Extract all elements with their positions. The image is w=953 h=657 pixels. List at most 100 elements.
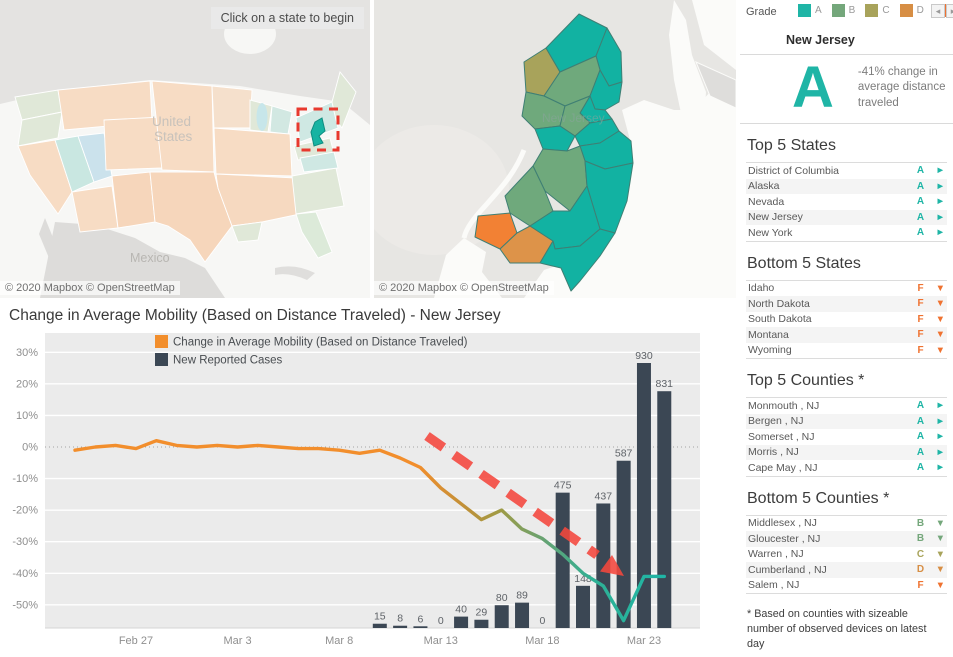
chart-panel: 30% 20% 10% 0% -10% -20% -30% -40% -50% Feb 27 Mar… bbox=[0, 327, 740, 657]
grade-legend-item[interactable]: B bbox=[831, 4, 855, 17]
ranking-name: Montana bbox=[748, 328, 789, 341]
bar-mark[interactable] bbox=[576, 585, 590, 628]
ranking-row[interactable]: Idaho F ▼ bbox=[746, 281, 947, 297]
nj-map-panel: New Jersey © 2020 Mapbox © OpenStreetMap bbox=[374, 0, 736, 298]
chart-legend[interactable]: Change in Average Mobility (Based on Dis… bbox=[155, 335, 468, 367]
trend-right-icon: ► bbox=[935, 446, 945, 458]
ranking-row[interactable]: Wyoming F ▼ bbox=[746, 343, 947, 359]
ranking-row[interactable]: South Dakota F ▼ bbox=[746, 312, 947, 328]
ranking-row[interactable]: Montana F ▼ bbox=[746, 327, 947, 343]
ranking-row[interactable]: Middlesex , NJ B ▼ bbox=[746, 516, 947, 532]
grade-legend-item[interactable]: A bbox=[798, 4, 822, 17]
ranking-name: Cape May , NJ bbox=[748, 461, 818, 474]
baja-peninsula bbox=[39, 218, 70, 282]
ranking-list: Idaho F ▼ North Dakota F ▼ South Dakota F ▼ Monta… bbox=[746, 279, 947, 359]
legend-scroll-left-icon[interactable]: ◂ bbox=[931, 4, 945, 18]
divider bbox=[740, 54, 953, 55]
ranking-grade: F bbox=[917, 344, 924, 356]
ranking-name: New Jersey bbox=[748, 211, 803, 224]
ranking-list: District of Columbia A ► Alaska A ► Nevada A ► Ne… bbox=[746, 162, 947, 242]
trend-down-icon: ▼ bbox=[935, 298, 945, 310]
grade-swatch-icon bbox=[865, 4, 879, 17]
bar-mark[interactable] bbox=[636, 363, 651, 628]
ranking-row[interactable]: Alaska A ► bbox=[746, 178, 947, 194]
us-map[interactable]: United States Mexico bbox=[0, 0, 370, 298]
legend-scroll-right-icon[interactable]: ▸ bbox=[946, 4, 953, 18]
terrain-patch bbox=[374, 125, 509, 255]
bar-mark[interactable] bbox=[616, 460, 631, 628]
legend-swatch-cases[interactable] bbox=[155, 353, 168, 366]
bar-mark[interactable] bbox=[596, 503, 611, 628]
nj-county-map[interactable]: New Jersey bbox=[374, 0, 736, 298]
y-axis-tick-label: 30% bbox=[16, 347, 38, 359]
ranking-row[interactable]: Cumberland , NJ D ▼ bbox=[746, 562, 947, 578]
ranking-row[interactable]: Bergen , NJ A ► bbox=[746, 413, 947, 429]
grade-legend-item[interactable]: C bbox=[865, 4, 890, 17]
bar-mark[interactable] bbox=[372, 623, 387, 628]
ranking-row[interactable]: Monmouth , NJ A ► bbox=[746, 398, 947, 414]
trend-down-icon: ▼ bbox=[935, 533, 945, 545]
bar-value-label: 8 bbox=[397, 613, 403, 625]
legend-scroll-control[interactable]: ◂ ▸ bbox=[931, 4, 953, 18]
ranking-row[interactable]: Salem , NJ F ▼ bbox=[746, 578, 947, 594]
ranking-row[interactable]: District of Columbia A ► bbox=[746, 163, 947, 179]
y-axis-tick-label: 20% bbox=[16, 378, 38, 390]
bar-value-label: 29 bbox=[476, 607, 488, 619]
mobility-line[interactable] bbox=[73, 439, 666, 623]
legend-label-cases: New Reported Cases bbox=[173, 355, 283, 367]
ranking-name: South Dakota bbox=[748, 313, 812, 326]
y-axis-tick-label: -10% bbox=[12, 473, 38, 485]
bar-mark[interactable] bbox=[555, 492, 570, 628]
ranking-grade: A bbox=[916, 180, 925, 192]
nj-counties-layer[interactable] bbox=[474, 13, 634, 292]
ranking-list: Monmouth , NJ A ► Bergen , NJ A ► Somerset , N… bbox=[746, 397, 947, 477]
trend-down-icon: ▼ bbox=[935, 329, 945, 341]
ranking-row[interactable]: Warren , NJ C ▼ bbox=[746, 547, 947, 563]
ranking-row[interactable]: Nevada A ► bbox=[746, 194, 947, 210]
grade-legend-item[interactable]: D bbox=[899, 4, 924, 17]
trend-right-icon: ► bbox=[935, 415, 945, 427]
ranking-name: Monmouth , NJ bbox=[748, 399, 820, 412]
bar-mark[interactable] bbox=[393, 625, 408, 628]
bar-mark[interactable] bbox=[474, 619, 489, 628]
bar-mark[interactable] bbox=[657, 391, 672, 628]
y-axis-tick-label: -40% bbox=[12, 568, 38, 580]
bar-mark[interactable] bbox=[413, 626, 428, 628]
trend-down-icon: ▼ bbox=[935, 344, 945, 356]
ranking-row[interactable]: New York A ► bbox=[746, 225, 947, 241]
legend-swatch-mobility[interactable] bbox=[155, 335, 168, 348]
y-axis-tick-label: 0% bbox=[22, 442, 38, 454]
bar-mark[interactable] bbox=[454, 616, 469, 628]
arrow-shaft bbox=[424, 432, 600, 559]
ranking-name: Morris , NJ bbox=[748, 446, 799, 459]
trend-down-icon: ▼ bbox=[935, 282, 945, 294]
ranking-name: District of Columbia bbox=[748, 164, 840, 177]
us-map-attribution[interactable]: © 2020 Mapbox © OpenStreetMap bbox=[0, 281, 180, 295]
ranking-name: New York bbox=[748, 226, 793, 239]
bar-value-label: 930 bbox=[635, 350, 653, 362]
map-hint-label: Click on a state to begin bbox=[210, 7, 364, 29]
ranking-row[interactable]: New Jersey A ► bbox=[746, 209, 947, 225]
mobility-chart[interactable]: 30% 20% 10% 0% -10% -20% -30% -40% -50% Feb 27 Mar… bbox=[0, 327, 740, 657]
ranking-row[interactable]: Gloucester , NJ B ▼ bbox=[746, 531, 947, 547]
bar-mark[interactable] bbox=[494, 605, 509, 628]
ranking-row[interactable]: Somerset , NJ A ► bbox=[746, 429, 947, 445]
ranking-row[interactable]: Cape May , NJ A ► bbox=[746, 460, 947, 476]
bar-value-label: 6 bbox=[418, 613, 424, 625]
trend-down-icon: ▼ bbox=[935, 564, 945, 576]
ranking-row[interactable]: North Dakota F ▼ bbox=[746, 296, 947, 312]
ranking-name: Warren , NJ bbox=[748, 548, 804, 561]
bar-mark[interactable] bbox=[515, 602, 530, 628]
trend-right-icon: ► bbox=[935, 211, 945, 223]
trend-right-icon: ► bbox=[935, 431, 945, 443]
x-axis-tick-label: Mar 18 bbox=[525, 635, 559, 647]
nj-map-attribution[interactable]: © 2020 Mapbox © OpenStreetMap bbox=[374, 281, 554, 295]
ranking-row[interactable]: Morris , NJ A ► bbox=[746, 444, 947, 460]
grade-legend[interactable]: ABCDF bbox=[798, 4, 953, 17]
new-jersey-state-shape[interactable] bbox=[310, 117, 326, 147]
sidebar: Grade ABCDF ◂ ▸ New Jersey A -41% change… bbox=[740, 0, 953, 657]
grade-legend-letter: D bbox=[916, 5, 924, 16]
nj-map-label: New Jersey bbox=[542, 111, 605, 125]
ranking-list: Middlesex , NJ B ▼ Gloucester , NJ B ▼ Warren … bbox=[746, 514, 947, 594]
